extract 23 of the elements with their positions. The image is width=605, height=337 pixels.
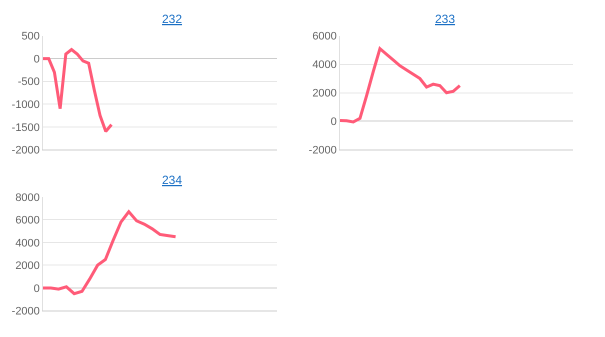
y-tick-label: 0 <box>34 53 40 66</box>
y-tick-label: 6000 <box>15 214 40 227</box>
line-series <box>340 47 462 124</box>
y-tick-label: -2000 <box>12 144 40 157</box>
y-tick-label: 2000 <box>15 260 40 272</box>
y-tick-label: 6000 <box>312 30 337 43</box>
y-tick-label: 4000 <box>15 237 40 250</box>
y-tick-label: -500 <box>18 76 40 88</box>
y-tick-label: -2000 <box>12 306 40 318</box>
y-tick-label: -1500 <box>12 122 40 134</box>
line-series <box>43 210 178 296</box>
y-tick-label: -2000 <box>308 144 337 157</box>
chart-title: 234 <box>162 173 182 187</box>
y-tick-label: 8000 <box>15 192 40 204</box>
line-series <box>43 48 113 133</box>
chart-title: 232 <box>162 12 182 26</box>
chart-title: 233 <box>435 12 456 26</box>
y-tick-label: 2000 <box>312 88 337 100</box>
y-tick-label: 0 <box>34 282 40 295</box>
y-tick-label: 0 <box>330 116 337 128</box>
y-tick-label: -1000 <box>12 98 40 111</box>
y-tick-label: 500 <box>21 30 40 43</box>
y-tick-label: 4000 <box>312 59 337 72</box>
